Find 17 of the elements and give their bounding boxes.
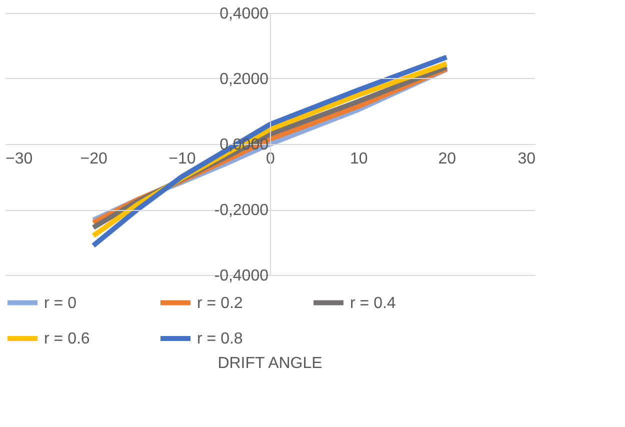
y-tick-label: -0,4000 xyxy=(214,268,269,284)
legend-label: r = 0.8 xyxy=(197,330,243,348)
legend-label: r = 0.2 xyxy=(197,294,243,312)
x-tick-label: −20 xyxy=(80,150,108,168)
legend-label: r = 0.6 xyxy=(44,330,90,348)
x-tick-label: 30 xyxy=(518,150,536,168)
x-tick-label: 20 xyxy=(438,150,456,168)
legend-label: r = 0.4 xyxy=(350,294,396,312)
y-tick-label: 0,4000 xyxy=(220,6,269,22)
y-tick-label: -0,2000 xyxy=(214,202,269,219)
legend-label: r = 0 xyxy=(44,294,77,312)
x-axis-title: DRIFT ANGLE xyxy=(218,355,322,372)
x-tick-label: 10 xyxy=(350,150,368,168)
x-tick-label: −10 xyxy=(168,150,196,168)
y-tick-label: 0,0000 xyxy=(220,136,269,154)
y-tick-label: 0,2000 xyxy=(220,71,269,88)
x-tick-label: −30 xyxy=(6,150,33,168)
